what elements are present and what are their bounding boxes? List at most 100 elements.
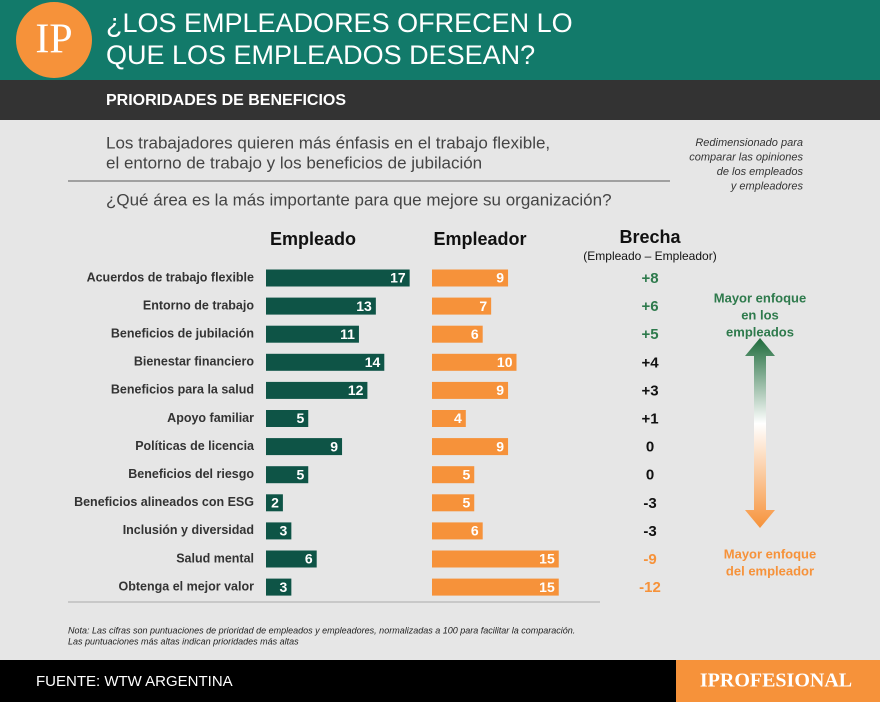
title-line: QUE LOS EMPLEADOS DESEAN? <box>106 40 535 70</box>
gap-value: -9 <box>643 551 656 568</box>
category-label: Beneficios de jubilación <box>111 326 254 340</box>
gap-value: +5 <box>641 326 658 343</box>
category-label: Salud mental <box>176 551 254 565</box>
bar <box>266 578 292 596</box>
gap-value: +8 <box>641 270 658 287</box>
bar-value: 17 <box>390 270 406 286</box>
category-label: Inclusión y diversidad <box>123 523 254 537</box>
legend-top: Mayor enfoque <box>714 290 806 305</box>
gap-value: 0 <box>646 439 654 456</box>
side-note: comparar las opiniones <box>689 151 803 163</box>
legend-arrow <box>745 338 775 528</box>
legend-series: Empleado <box>270 229 356 249</box>
header-band <box>0 0 880 80</box>
category-label: Bienestar financiero <box>134 355 255 369</box>
note: Las puntuaciones más altas indican prior… <box>68 636 299 646</box>
bar <box>432 325 483 343</box>
bar-value: 6 <box>305 551 313 567</box>
bar-value: 13 <box>356 298 372 314</box>
bar-value: 9 <box>496 382 504 398</box>
gap-value: +6 <box>641 298 658 315</box>
bar-value: 9 <box>330 438 338 454</box>
bar <box>432 353 517 371</box>
bar-value: 5 <box>296 410 304 426</box>
bar-value: 11 <box>340 326 355 342</box>
category-label: Beneficios alineados con ESG <box>74 495 254 509</box>
bar-value: 3 <box>280 523 288 539</box>
side-note: Redimensionado para <box>695 137 803 149</box>
bar <box>432 578 559 596</box>
logo: IP <box>35 17 72 63</box>
bar <box>266 297 376 315</box>
gap-value: -3 <box>643 495 656 512</box>
bar-value: 15 <box>539 579 555 595</box>
bar <box>432 381 509 399</box>
bar <box>266 466 309 484</box>
category-label: Beneficios para la salud <box>111 383 254 397</box>
side-note: de los empleados <box>717 166 804 178</box>
bar-value: 7 <box>479 298 487 314</box>
bar-value: 4 <box>454 410 462 426</box>
bar <box>432 550 559 568</box>
bar-value: 15 <box>539 551 555 567</box>
bar-value: 5 <box>462 495 470 511</box>
bar-value: 2 <box>271 495 279 511</box>
brand: IPROFESIONAL <box>700 670 852 692</box>
bar-value: 14 <box>365 354 381 370</box>
logo-circle <box>16 2 92 78</box>
side-note: y empleadores <box>730 180 804 192</box>
bar <box>266 325 359 343</box>
gap-value: +4 <box>641 354 659 371</box>
legend-top: empleados <box>726 324 794 339</box>
note: Nota: Las cifras son puntuaciones de pri… <box>68 625 575 635</box>
bar <box>266 269 410 287</box>
bar <box>432 466 475 484</box>
gap-value: +3 <box>641 382 658 399</box>
bar <box>432 494 475 512</box>
legend-top: en los <box>741 307 779 322</box>
bar-value: 12 <box>348 382 364 398</box>
bar-value: 10 <box>497 354 513 370</box>
subtitle-line: el entorno de trabajo y los beneficios d… <box>106 153 482 172</box>
category-label: Acuerdos de trabajo flexible <box>87 270 254 284</box>
legend-bottom: del empleador <box>726 563 814 578</box>
bar <box>266 410 309 427</box>
gap-value: -3 <box>643 523 656 540</box>
bar-value: 5 <box>462 466 470 482</box>
bar-value: 5 <box>296 466 304 482</box>
title-line: ¿LOS EMPLEADORES OFRECEN LO <box>106 8 573 38</box>
source: FUENTE: WTW ARGENTINA <box>36 673 233 690</box>
gap-value: 0 <box>646 467 654 484</box>
bar <box>432 269 509 287</box>
section-band <box>0 80 880 120</box>
subtitle-line: Los trabajadores quieren más énfasis en … <box>106 133 550 152</box>
bar <box>266 381 368 399</box>
gap-value: -12 <box>639 579 661 596</box>
brand-box <box>676 660 880 702</box>
section-title: PRIORIDADES DE BENEFICIOS <box>106 92 346 109</box>
category-label: Políticas de licencia <box>135 439 255 453</box>
legend-bottom: Mayor enfoque <box>724 546 816 561</box>
gap-subtitle: (Empleado – Empleador) <box>583 249 716 263</box>
category-label: Apoyo familiar <box>167 411 254 425</box>
bar <box>266 353 385 371</box>
category-label: Obtenga el mejor valor <box>119 579 255 593</box>
bar-value: 6 <box>471 523 479 539</box>
bar <box>266 438 343 456</box>
gap-title: Brecha <box>619 227 681 247</box>
bar-value: 6 <box>471 326 479 342</box>
bar <box>432 410 466 427</box>
question: ¿Qué área es la más importante para que … <box>106 190 612 209</box>
bar <box>266 550 317 568</box>
bar-value: 3 <box>280 579 288 595</box>
gap-value: +1 <box>641 410 658 427</box>
legend-series: Empleador <box>433 229 526 249</box>
bar <box>432 297 492 315</box>
bar <box>432 522 483 540</box>
bar <box>432 438 509 456</box>
bar <box>266 494 283 512</box>
category-label: Beneficios del riesgo <box>128 467 254 481</box>
bar <box>266 522 292 540</box>
bar-value: 9 <box>496 438 504 454</box>
